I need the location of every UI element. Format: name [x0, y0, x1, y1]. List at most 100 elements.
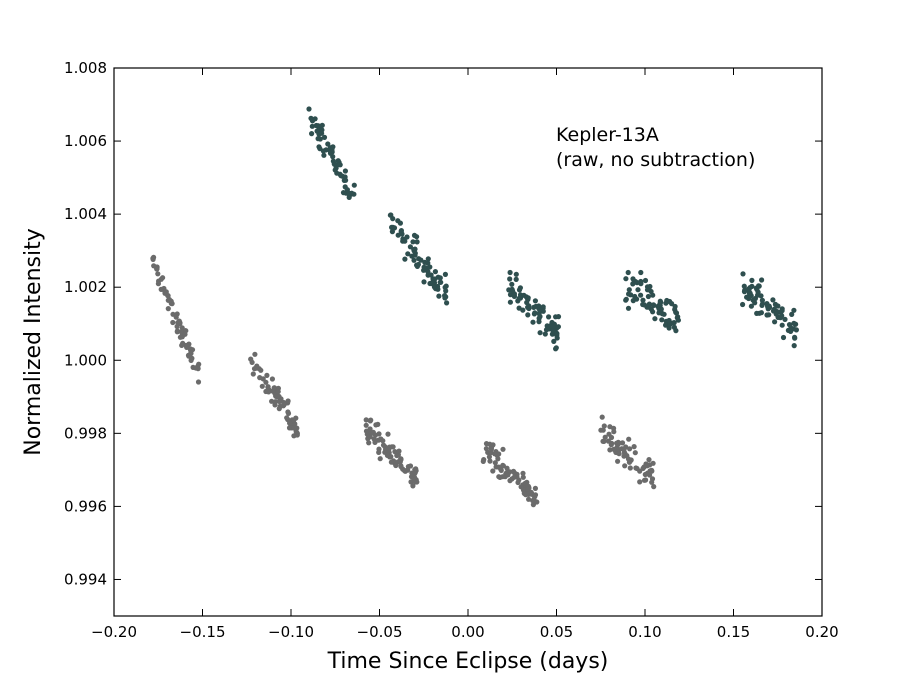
- y-tick-label: 1.008: [64, 59, 107, 77]
- gray-data-point: [363, 417, 369, 423]
- gray-data-point: [179, 342, 185, 348]
- dark-data-point: [772, 319, 778, 325]
- dark-data-point: [346, 194, 352, 200]
- gray-data-point: [291, 417, 297, 423]
- x-tick-label: −0.05: [357, 623, 403, 641]
- x-axis-title: Time Since Eclipse (days): [327, 649, 609, 674]
- dark-data-point: [388, 212, 394, 218]
- dark-data-point: [438, 279, 444, 285]
- dark-data-point: [431, 284, 437, 290]
- gray-data-point: [252, 351, 258, 357]
- gray-data-point: [602, 434, 608, 440]
- gray-data-point: [258, 367, 264, 373]
- gray-data-point: [383, 447, 389, 453]
- gray-data-point: [412, 479, 418, 485]
- dark-data-point: [625, 305, 632, 311]
- gray-data-point: [607, 447, 613, 453]
- dark-data-point: [346, 190, 352, 196]
- dark-data-point: [746, 295, 752, 302]
- dark-data-point: [418, 257, 424, 263]
- gray-data-point: [520, 470, 526, 476]
- gray-data-point: [366, 440, 372, 446]
- dark-data-point: [442, 271, 448, 277]
- gray-data-point: [398, 456, 404, 463]
- dark-data-point: [773, 311, 779, 317]
- x-tick-label: −0.10: [268, 623, 314, 641]
- gray-data-point: [390, 444, 396, 450]
- gray-data-point: [196, 361, 202, 367]
- dark-data-point: [623, 276, 629, 282]
- dark-data-point: [430, 280, 436, 286]
- gray-data-point: [486, 454, 492, 460]
- gray-data-point: [632, 450, 638, 456]
- dark-data-point: [740, 271, 746, 277]
- dark-data-point: [442, 295, 448, 301]
- y-tick-label: 1.006: [64, 132, 107, 150]
- dark-data-point: [759, 277, 765, 283]
- dark-data-point: [652, 316, 658, 322]
- dark-data-point: [391, 225, 398, 231]
- gray-data-point: [371, 436, 377, 442]
- x-tick-label: −0.15: [180, 623, 226, 641]
- y-tick-label: 0.996: [64, 497, 107, 515]
- dark-data-point: [780, 334, 787, 341]
- dark-data-point: [411, 257, 417, 263]
- gray-data-point: [532, 485, 539, 491]
- gray-data-point: [182, 331, 188, 337]
- gray-data-point: [525, 486, 531, 492]
- gray-data-point: [511, 470, 518, 476]
- gray-data-point: [619, 440, 626, 446]
- dark-data-point: [397, 220, 403, 226]
- gray-data-point: [285, 409, 291, 415]
- dark-data-point: [427, 264, 433, 270]
- dark-data-point: [786, 322, 793, 328]
- gray-data-point: [481, 457, 487, 463]
- dark-data-point: [507, 269, 513, 276]
- gray-data-point: [155, 271, 161, 277]
- gray-data-point: [412, 470, 418, 476]
- gray-data-point: [376, 437, 382, 443]
- gray-data-point: [187, 346, 193, 352]
- dark-data-point: [325, 141, 331, 147]
- dark-data-point: [338, 173, 344, 179]
- dark-data-point: [340, 190, 347, 196]
- dark-data-point: [321, 152, 327, 158]
- dark-data-point: [530, 319, 536, 325]
- gray-data-point: [363, 422, 369, 428]
- dark-data-point: [327, 150, 334, 156]
- dark-data-point: [309, 118, 316, 124]
- dark-data-point: [664, 297, 670, 304]
- y-tick-label: 1.002: [64, 278, 107, 296]
- dark-data-point: [646, 304, 652, 310]
- dark-data-point: [509, 281, 515, 287]
- dark-data-point: [748, 303, 755, 309]
- gray-data-point: [528, 489, 534, 495]
- gray-data-point: [269, 376, 275, 382]
- gray-data-point: [495, 456, 501, 462]
- gray-data-point: [154, 266, 160, 272]
- dark-data-point: [663, 322, 669, 328]
- dark-data-point: [400, 236, 406, 242]
- dark-data-point: [404, 234, 410, 240]
- gray-data-point: [530, 502, 537, 508]
- gray-data-point: [388, 454, 394, 460]
- dark-data-point: [789, 311, 795, 317]
- gray-data-point: [165, 306, 171, 312]
- gray-data-point: [515, 479, 521, 486]
- gray-data-point: [394, 452, 400, 459]
- gray-data-point: [150, 256, 156, 262]
- dark-data-point: [428, 272, 434, 278]
- dark-data-point: [315, 136, 321, 142]
- dark-data-point: [533, 303, 539, 309]
- dark-data-point: [320, 148, 326, 154]
- y-tick-label: 1.000: [64, 351, 107, 369]
- dark-data-point: [306, 106, 312, 112]
- dark-data-point: [749, 277, 755, 283]
- dark-data-point: [334, 170, 340, 176]
- dark-data-point: [766, 303, 772, 309]
- gray-data-point: [522, 480, 528, 486]
- gray-data-point: [488, 446, 494, 452]
- dark-data-point: [436, 293, 442, 299]
- dark-data-point: [658, 299, 664, 305]
- gray-data-point: [500, 462, 506, 468]
